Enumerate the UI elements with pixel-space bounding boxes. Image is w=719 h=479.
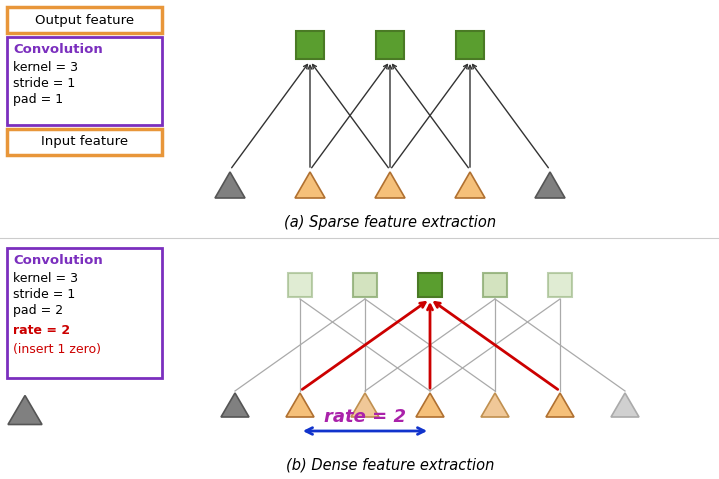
Text: rate = 2: rate = 2 [13, 324, 70, 337]
Polygon shape [286, 393, 314, 417]
Polygon shape [481, 393, 509, 417]
FancyBboxPatch shape [7, 129, 162, 155]
FancyBboxPatch shape [353, 273, 377, 297]
FancyBboxPatch shape [418, 273, 442, 297]
Text: pad = 2: pad = 2 [13, 304, 63, 317]
Text: stride = 1: stride = 1 [13, 77, 75, 90]
Text: (a) Sparse feature extraction: (a) Sparse feature extraction [284, 215, 496, 230]
Text: Input feature: Input feature [41, 136, 128, 148]
Polygon shape [375, 172, 405, 198]
Polygon shape [416, 393, 444, 417]
Text: kernel = 3: kernel = 3 [13, 61, 78, 74]
FancyBboxPatch shape [456, 31, 484, 59]
Text: (insert 1 zero): (insert 1 zero) [13, 343, 101, 356]
FancyBboxPatch shape [296, 31, 324, 59]
Text: (b) Dense feature extraction: (b) Dense feature extraction [286, 458, 494, 473]
Text: rate = 2: rate = 2 [324, 408, 406, 426]
Polygon shape [8, 396, 42, 424]
FancyBboxPatch shape [7, 7, 162, 33]
FancyBboxPatch shape [7, 248, 162, 378]
Polygon shape [215, 172, 245, 198]
Polygon shape [455, 172, 485, 198]
Polygon shape [535, 172, 565, 198]
Polygon shape [351, 393, 379, 417]
FancyBboxPatch shape [376, 31, 404, 59]
Text: pad = 1: pad = 1 [13, 93, 63, 106]
Polygon shape [611, 393, 639, 417]
Text: kernel = 3: kernel = 3 [13, 272, 78, 285]
FancyBboxPatch shape [7, 37, 162, 125]
Text: Convolution: Convolution [13, 254, 103, 267]
FancyBboxPatch shape [548, 273, 572, 297]
Polygon shape [295, 172, 325, 198]
Polygon shape [546, 393, 574, 417]
FancyBboxPatch shape [483, 273, 507, 297]
Text: stride = 1: stride = 1 [13, 288, 75, 301]
Text: Output feature: Output feature [35, 13, 134, 26]
Polygon shape [221, 393, 249, 417]
FancyBboxPatch shape [288, 273, 312, 297]
Text: Convolution: Convolution [13, 43, 103, 56]
